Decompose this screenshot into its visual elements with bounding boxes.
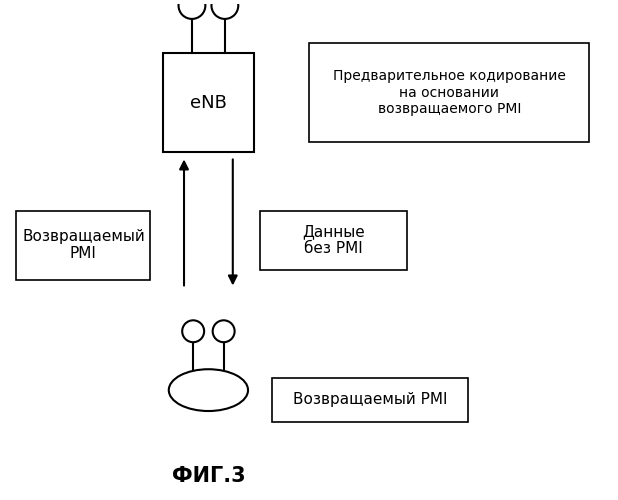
Text: ФИГ.3: ФИГ.3 (172, 466, 245, 486)
Text: Данные
без PMI: Данные без PMI (302, 224, 365, 256)
Text: UE: UE (197, 381, 220, 399)
Bar (309, 44, 590, 142)
Bar (16, 210, 151, 280)
Text: Возвращаемый PMI: Возвращаемый PMI (293, 392, 447, 407)
Ellipse shape (213, 320, 235, 342)
Text: Возвращаемый
PMI: Возвращаемый PMI (22, 229, 145, 262)
Bar (260, 210, 407, 270)
Bar (163, 54, 254, 152)
Ellipse shape (182, 320, 204, 342)
Ellipse shape (211, 0, 239, 19)
Ellipse shape (179, 0, 205, 19)
Ellipse shape (169, 369, 248, 411)
Bar (273, 378, 467, 422)
Text: eNB: eNB (190, 94, 227, 112)
Text: Предварительное кодирование
на основании
возвращаемого PMI: Предварительное кодирование на основании… (332, 70, 565, 116)
